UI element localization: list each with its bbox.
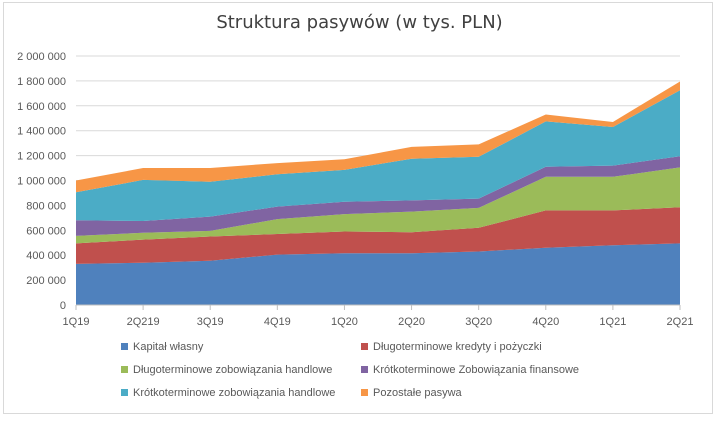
y-tick-label: 200 000 [26, 275, 66, 287]
legend-label: Długoterminowe zobowiązania handlowe [133, 364, 332, 376]
y-tick-label: 800 000 [26, 200, 66, 212]
y-tick-label: 1 800 000 [17, 76, 66, 88]
y-tick-label: 2 000 000 [17, 51, 66, 63]
area-d-ugoterminowe-zobowi-zania-handlowe [76, 167, 680, 244]
legend-label: Kapitał własny [133, 341, 204, 353]
y-tick-label: 0 [60, 300, 66, 312]
legend-swatch [361, 366, 368, 373]
x-tick-label: 2Q21 [667, 316, 694, 328]
x-tick-label: 2Q219 [127, 316, 160, 328]
axes: 0 200 000 400 000 600 000 800 000 1 000 000 1 … [17, 51, 693, 328]
area-d-ugoterminowe-kredyty-i-po-yczki [76, 207, 680, 264]
area-series [76, 81, 680, 305]
area-kr-tkoterminowe-zobowi-zania-handlowe [76, 90, 680, 221]
y-tick-label: 1 400 000 [17, 126, 66, 138]
x-tick-label: 1Q21 [599, 316, 626, 328]
x-tick-label: 1Q20 [331, 316, 358, 328]
y-tick-label: 600 000 [26, 225, 66, 237]
legend-swatch [361, 343, 368, 350]
y-tick-label: 400 000 [26, 250, 66, 262]
legend-swatch [121, 343, 128, 350]
x-tick-label: 3Q20 [465, 316, 492, 328]
x-tick-label: 2Q20 [398, 316, 425, 328]
legend-swatch [361, 389, 368, 396]
x-tick-label: 4Q19 [264, 316, 291, 328]
x-tick-label: 4Q20 [532, 316, 559, 328]
legend-swatch [121, 389, 128, 396]
legend-label: Pozostałe pasywa [373, 387, 463, 399]
legend: Kapitał własny Długoterminowe kredyty i p… [121, 341, 579, 399]
legend-label: Krótkoterminowe zobowiązania handlowe [133, 387, 335, 399]
legend-swatch [121, 366, 128, 373]
y-tick-label: 1 000 000 [17, 176, 66, 188]
area-kapita-w-asny [76, 243, 680, 305]
legend-label: Krótkoterminowe Zobowiązania finansowe [373, 364, 579, 376]
x-tick-label: 3Q19 [197, 316, 224, 328]
area-kr-tkoterminowe-zobowi-zania-finansowe [76, 156, 680, 236]
legend-label: Długoterminowe kredyty i pożyczki [373, 341, 542, 353]
x-tick-label: 1Q19 [63, 316, 90, 328]
chart-title: Struktura pasywów (w tys. PLN) [216, 12, 503, 33]
y-tick-label: 1 200 000 [17, 151, 66, 163]
y-tick-label: 1 600 000 [17, 101, 66, 113]
